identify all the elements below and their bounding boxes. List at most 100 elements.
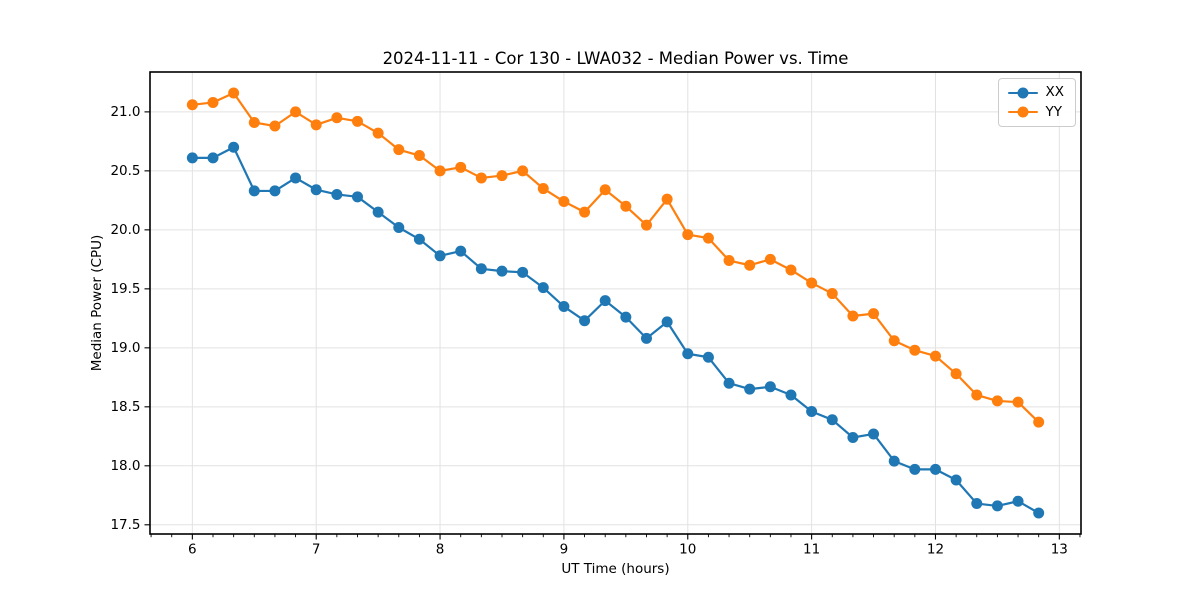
series-yy-point [682, 229, 694, 241]
series-yy-point [455, 161, 467, 173]
series-xx-point [620, 311, 632, 323]
series-yy-point [1012, 396, 1024, 408]
y-axis-label: Median Power (CPU) [89, 234, 105, 372]
y-tick-label: 18.5 [110, 399, 140, 415]
series-xx-point [248, 185, 260, 197]
x-axis-label: UT Time (hours) [561, 561, 670, 577]
y-tick-label: 21.0 [110, 104, 140, 120]
y-tick-label: 20.0 [110, 222, 140, 238]
series-xx-point [579, 315, 591, 327]
series-xx-point [290, 172, 302, 184]
series-yy-point [991, 395, 1003, 407]
series-yy-point [228, 87, 240, 99]
y-tick-label: 19.5 [110, 281, 140, 297]
series-yy-point [806, 277, 818, 289]
series-yy-point [826, 288, 838, 300]
series-xx-point [372, 206, 384, 218]
y-tick-label: 17.5 [110, 517, 140, 533]
series-yy-point [331, 112, 343, 124]
series-yy-point [950, 368, 962, 380]
series-xx-point [475, 263, 487, 275]
series-xx-point [888, 455, 900, 467]
series-xx-point [1033, 507, 1045, 519]
series-yy-point [351, 115, 363, 127]
series-yy-point [537, 183, 549, 195]
series-xx-point [434, 250, 446, 262]
series-xx-point [682, 348, 694, 360]
series-xx-line [191, 146, 1040, 515]
x-tick-label: 10 [679, 542, 696, 558]
series-xx-point [847, 431, 859, 443]
series-xx-point [661, 316, 673, 328]
chart-title: 2024-11-11 - Cor 130 - LWA032 - Median P… [382, 49, 849, 68]
series-yy-point [186, 99, 198, 111]
series-yy-point [847, 310, 859, 322]
series-yy-point [558, 196, 570, 208]
series-yy-line [191, 91, 1040, 424]
legend-item-xx: XX [1007, 84, 1065, 100]
series-xx-point [331, 188, 343, 200]
series-yy-point [744, 259, 756, 271]
y-tick-label: 20.5 [110, 163, 140, 179]
series-xx-point [744, 383, 756, 395]
series-yy-point [310, 119, 322, 131]
series-yy-point [475, 172, 487, 184]
series-yy-point [929, 350, 941, 362]
series-xx-point [723, 377, 735, 389]
series-xx-point [393, 221, 405, 233]
series-yy-point [372, 127, 384, 139]
series-yy-point [888, 335, 900, 347]
legend-swatch-xx-icon [1007, 87, 1038, 99]
series-yy-point [723, 255, 735, 267]
series-xx-point [806, 406, 818, 418]
series-xx-point [599, 295, 611, 307]
series-xx-point [971, 498, 983, 510]
series-yy-point [599, 184, 611, 196]
series-xx-point [517, 266, 529, 278]
series-yy-point [1033, 416, 1045, 428]
series-xx-point [950, 474, 962, 486]
series-yy-point [393, 144, 405, 156]
series-xx-point [269, 185, 281, 197]
series-xx-point [1012, 495, 1024, 507]
series-yy-point [702, 232, 714, 244]
y-tick-label: 19.0 [110, 340, 140, 356]
legend-swatch-yy-icon [1007, 106, 1038, 118]
x-tick-label: 9 [560, 542, 569, 558]
x-tick-label: 13 [1051, 542, 1068, 558]
series-yy-point [517, 165, 529, 177]
series-yy-point [248, 116, 260, 128]
series-xx-point [413, 233, 425, 245]
series-yy-point [640, 219, 652, 231]
series-xx-point [496, 265, 508, 277]
legend: XX YY [997, 78, 1076, 127]
series-yy-point [764, 253, 776, 265]
series-xx-point [537, 282, 549, 294]
series-xx-point [207, 152, 219, 164]
legend-label-xx: XX [1045, 84, 1065, 100]
series-xx-point [310, 184, 322, 196]
series-xx-point [558, 301, 570, 313]
x-tick-label: 12 [927, 542, 944, 558]
series-xx-point [702, 351, 714, 363]
series-yy-point [207, 96, 219, 108]
series-xx-point [868, 428, 880, 440]
y-tick-label: 18.0 [110, 458, 140, 474]
series-yy-point [620, 200, 632, 212]
legend-label-yy: YY [1045, 103, 1063, 120]
series-xx-point [929, 463, 941, 475]
series-xx-point [228, 141, 240, 153]
x-tick-label: 7 [312, 542, 321, 558]
series-xx-point [826, 414, 838, 426]
series-yy-point [909, 344, 921, 356]
series-xx-point [764, 381, 776, 393]
series-xx-point [186, 152, 198, 164]
series-yy-point [269, 120, 281, 132]
series-yy-point [661, 193, 673, 205]
series-xx-point [640, 332, 652, 344]
series-yy-point [434, 165, 446, 177]
series-xx-point [455, 245, 467, 257]
series-yy-point [290, 106, 302, 118]
series-yy-point [785, 264, 797, 276]
